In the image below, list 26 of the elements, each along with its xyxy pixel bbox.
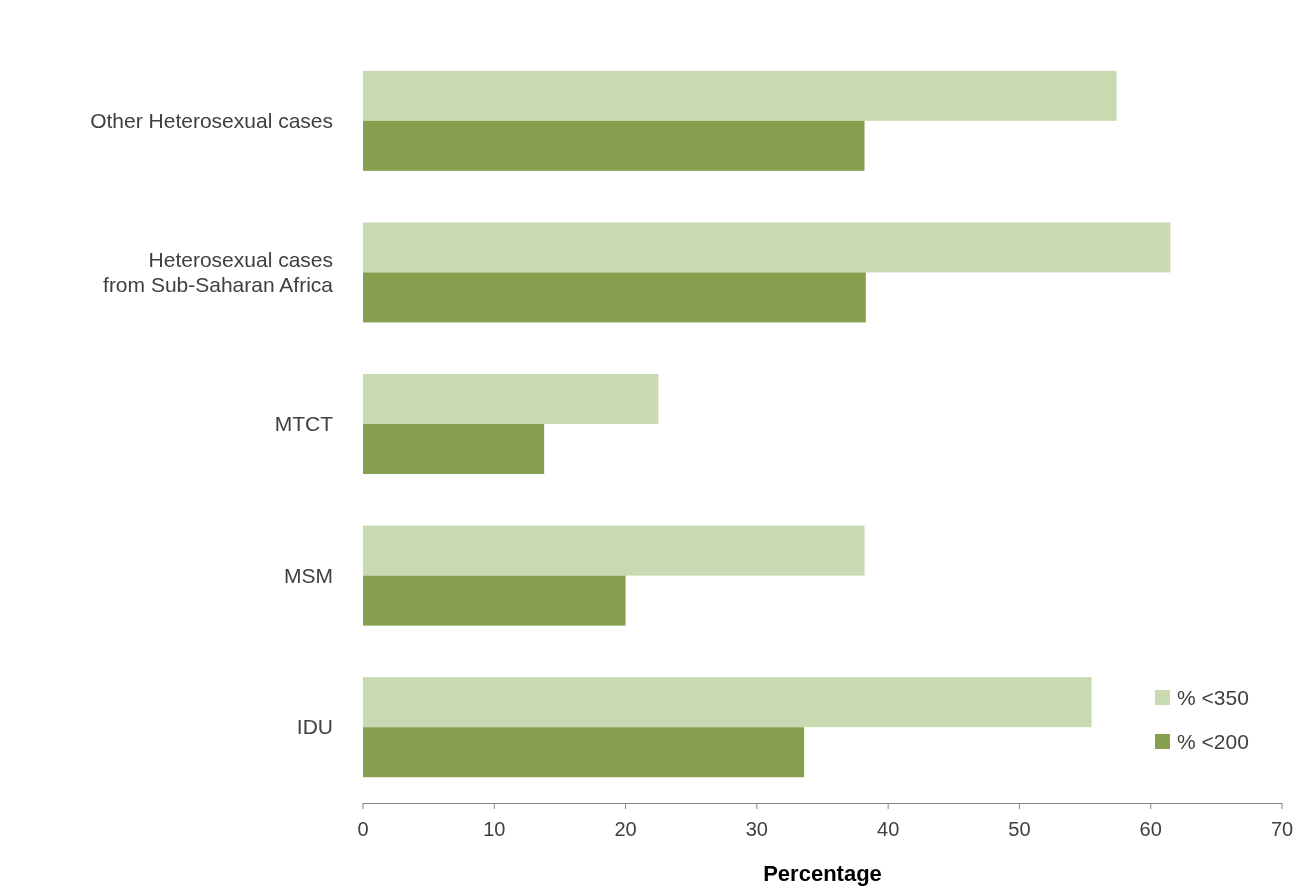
x-tick-label: 40: [877, 818, 900, 840]
bar: [363, 120, 865, 171]
x-tick-label: 70: [1270, 818, 1294, 840]
y-tick-label: Other Heterosexual cases: [90, 108, 333, 132]
bar: [363, 222, 1171, 273]
y-tick-label: MTCT: [274, 412, 334, 435]
legend-label: % <350: [1177, 686, 1249, 709]
x-tick-label: 20: [614, 818, 637, 840]
bar: [363, 373, 659, 424]
y-tick-label: IDU: [296, 715, 333, 739]
bar: [363, 575, 626, 626]
bar: [363, 70, 1117, 121]
bar: [363, 525, 865, 576]
bar: [363, 677, 1092, 728]
x-tick-label: 30: [745, 818, 768, 840]
y-tick-label: MSM: [284, 563, 333, 587]
bar: [363, 272, 866, 323]
x-axis-title: Percentage: [763, 861, 882, 886]
y-tick-label: Heterosexual cases from Sub-Saharan Africa: [103, 248, 334, 297]
bar: [363, 424, 545, 475]
legend-label: % <200: [1177, 730, 1249, 753]
x-tick-label: 10: [483, 818, 506, 840]
x-tick-label: 0: [357, 818, 369, 840]
bar: [363, 727, 805, 778]
x-tick-label: 50: [1008, 818, 1031, 840]
x-tick-label: 60: [1139, 818, 1162, 840]
